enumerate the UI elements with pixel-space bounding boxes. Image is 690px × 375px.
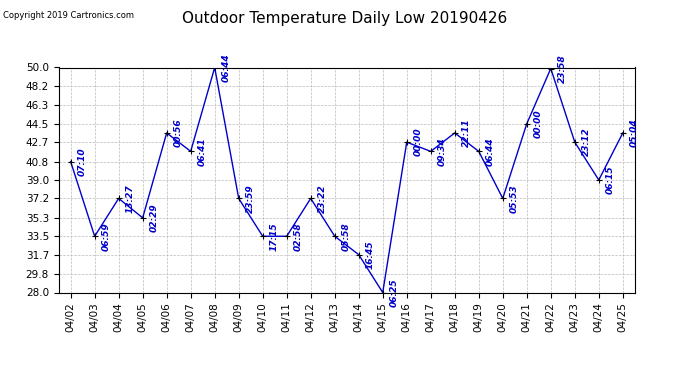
Text: 17:15: 17:15 [270, 222, 279, 251]
Text: 23:22: 23:22 [317, 184, 326, 213]
Text: 09:34: 09:34 [437, 137, 446, 166]
Text: 00:00: 00:00 [534, 110, 543, 138]
Text: 06:41: 06:41 [197, 137, 206, 166]
Text: 05:53: 05:53 [510, 184, 519, 213]
Text: 05:58: 05:58 [342, 222, 351, 251]
Text: 23:59: 23:59 [246, 184, 255, 213]
Text: 23:12: 23:12 [582, 128, 591, 156]
Text: 06:15: 06:15 [606, 166, 615, 194]
Text: 06:59: 06:59 [101, 222, 110, 251]
Text: 06:25: 06:25 [390, 278, 399, 307]
Text: 23:58: 23:58 [558, 54, 566, 83]
Text: Temperature (°F): Temperature (°F) [538, 30, 639, 40]
Text: 02:58: 02:58 [294, 222, 303, 251]
Text: 00:00: 00:00 [414, 128, 423, 156]
Text: 06:44: 06:44 [486, 137, 495, 166]
Text: 07:10: 07:10 [77, 147, 87, 176]
Text: Copyright 2019 Cartronics.com: Copyright 2019 Cartronics.com [3, 11, 135, 20]
Text: 05:04: 05:04 [630, 118, 639, 147]
Text: 16:45: 16:45 [366, 240, 375, 269]
Text: 02:29: 02:29 [150, 204, 159, 232]
Text: 13:27: 13:27 [126, 184, 135, 213]
Text: 22:11: 22:11 [462, 118, 471, 147]
Text: 00:56: 00:56 [174, 118, 183, 147]
Text: Outdoor Temperature Daily Low 20190426: Outdoor Temperature Daily Low 20190426 [182, 11, 508, 26]
Text: 06:44: 06:44 [221, 53, 230, 82]
